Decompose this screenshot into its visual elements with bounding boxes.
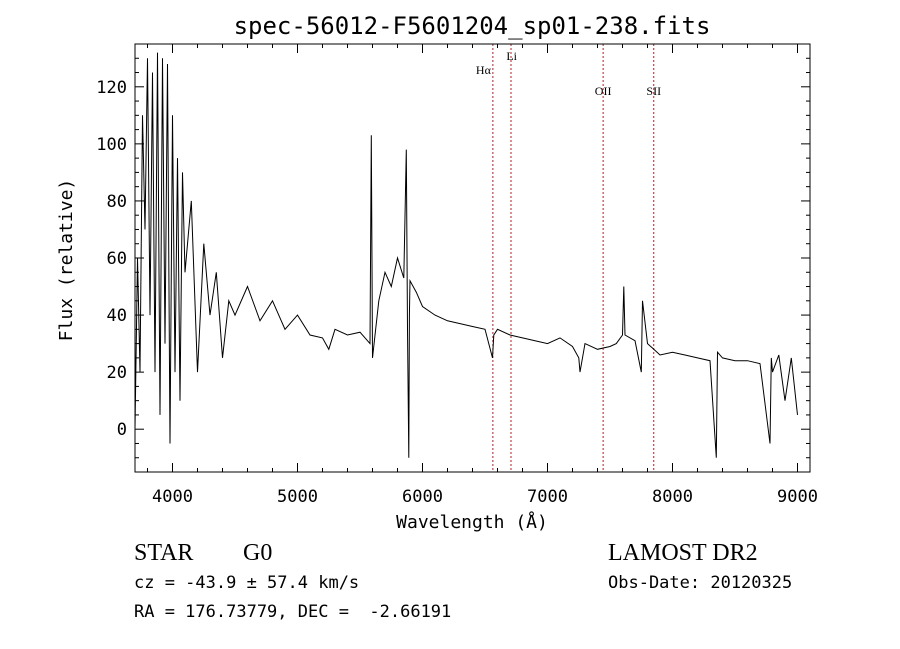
x-tick-label: 5000 [277,487,318,507]
spectral-line-label: SII [646,84,661,98]
spectral-line-label: OII [595,84,612,98]
x-tick-label: 8000 [652,487,693,507]
y-tick-label: 20 [107,363,127,383]
survey-name: LAMOST DR2 [608,540,758,566]
obs-date-text: Obs-Date: 20120325 [608,573,793,593]
y-tick-label: 80 [107,192,127,212]
x-tick-label: 6000 [402,487,443,507]
chart-title: spec-56012-F5601204_sp01-238.fits [234,12,711,40]
y-tick-label: 60 [107,249,127,269]
coordinates-text: RA = 176.73779, DEC = -2.66191 [134,602,452,622]
y-tick-label: 100 [96,135,127,155]
x-axis-label: Wavelength (Å) [396,511,548,533]
x-tick-label: 4000 [152,487,193,507]
object-subclass: G0 [243,540,273,566]
x-tick-label: 9000 [777,487,818,507]
object-type: STAR [134,540,194,566]
plot-frame [134,43,811,473]
y-tick-label: 40 [107,306,127,326]
redshift-text: cz = -43.9 ± 57.4 km/s [134,573,360,593]
y-tick-label: 0 [117,420,127,440]
x-tick-label: 7000 [527,487,568,507]
spectrum-series-line [134,52,798,458]
spectral-line-label: Li [506,49,517,63]
spectral-line-label: Hα [476,63,492,77]
y-axis-label: Flux (relative) [56,179,77,342]
y-tick-label: 120 [96,78,127,98]
